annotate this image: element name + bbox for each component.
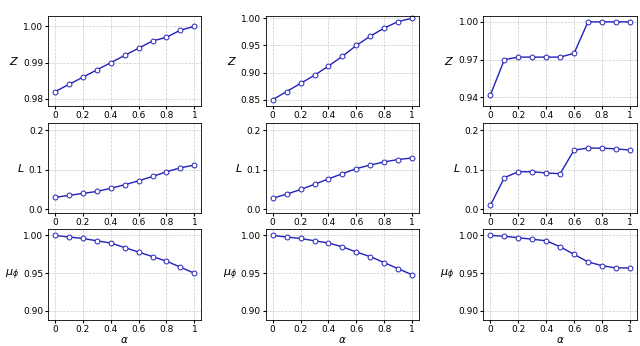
Y-axis label: $Z$: $Z$ <box>9 55 19 67</box>
X-axis label: $\alpha$: $\alpha$ <box>120 335 129 345</box>
Text: (f) LF, Metric: $L$: (f) LF, Metric: $L$ <box>518 251 602 263</box>
Y-axis label: $Z$: $Z$ <box>227 55 237 67</box>
Y-axis label: $L$: $L$ <box>452 162 460 174</box>
X-axis label: $\alpha$: $\alpha$ <box>556 335 564 345</box>
X-axis label: $\alpha$: $\alpha$ <box>556 121 564 131</box>
Text: (d) GL-CUSTOM, Metric: $L$: (d) GL-CUSTOM, Metric: $L$ <box>56 251 193 263</box>
X-axis label: $\alpha$: $\alpha$ <box>556 228 564 238</box>
Y-axis label: $Z$: $Z$ <box>444 55 454 67</box>
Text: (b) GL-FACT, Metric: $Z$: (b) GL-FACT, Metric: $Z$ <box>282 144 403 156</box>
Text: (e) GL-FACT, Metric: $L$: (e) GL-FACT, Metric: $L$ <box>284 251 401 263</box>
X-axis label: $\alpha$: $\alpha$ <box>338 335 347 345</box>
X-axis label: $\alpha$: $\alpha$ <box>120 121 129 131</box>
Text: (c) LF, Metric: $Z$: (c) LF, Metric: $Z$ <box>516 144 604 156</box>
Y-axis label: $\mu_\phi$: $\mu_\phi$ <box>4 267 19 282</box>
X-axis label: $\alpha$: $\alpha$ <box>120 228 129 238</box>
Y-axis label: $\mu_\phi$: $\mu_\phi$ <box>440 267 454 282</box>
X-axis label: $\alpha$: $\alpha$ <box>338 228 347 238</box>
Y-axis label: $L$: $L$ <box>17 162 24 174</box>
Y-axis label: $\mu_\phi$: $\mu_\phi$ <box>223 267 237 282</box>
Text: (a) GL-CUSTOM, Metric: $Z$: (a) GL-CUSTOM, Metric: $Z$ <box>56 144 194 156</box>
X-axis label: $\alpha$: $\alpha$ <box>338 121 347 131</box>
Y-axis label: $L$: $L$ <box>235 162 243 174</box>
